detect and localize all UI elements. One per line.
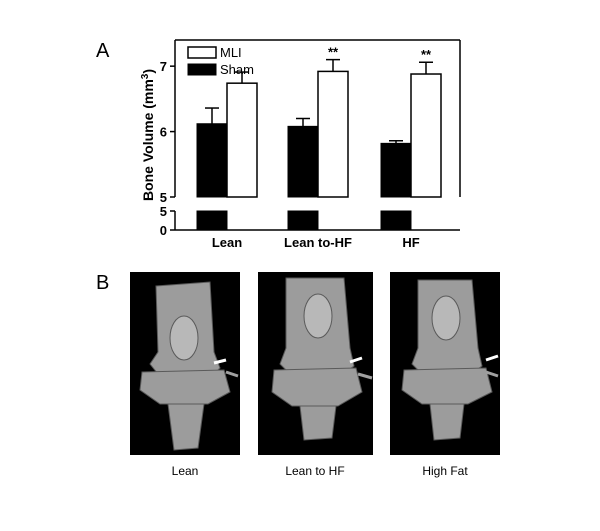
y-tick-label: 0: [160, 223, 167, 238]
knee-ct-scan-image: [139, 281, 239, 451]
significance-marker: **: [328, 45, 339, 60]
legend-label-sham: Sham: [220, 62, 254, 77]
x-tick-label: HF: [402, 235, 419, 250]
bar-mli-upper: [410, 73, 442, 198]
gray-arrow-icon: [357, 372, 373, 380]
white-arrow-icon: [213, 358, 227, 365]
panel-b-letter: B: [96, 272, 110, 294]
significance-marker: **: [421, 47, 432, 62]
bar-sham-lower: [287, 210, 319, 231]
x-tick-label: Lean to-HF: [284, 235, 352, 250]
bar-sham-upper: [380, 142, 412, 198]
bar-mli-upper: [317, 70, 349, 198]
knee-ct-scan-image: [401, 279, 499, 441]
legend-label-mli: MLI: [220, 45, 242, 60]
legend-swatch-mli: [187, 46, 217, 59]
bar-sham-upper: [196, 123, 228, 198]
y-tick-label: 6: [160, 125, 167, 140]
y-axis-label-superscript: 3: [140, 73, 151, 79]
ct-image-lean-to-hf: [258, 272, 373, 455]
gray-arrow-icon: [225, 370, 239, 378]
ct-image-high-fat: [390, 272, 500, 455]
y-tick-label: 7: [160, 59, 167, 74]
knee-ct-scan-image: [271, 277, 373, 441]
y-tick-label: 5: [160, 204, 167, 219]
x-tick-label: Lean: [212, 235, 242, 250]
white-arrow-icon: [485, 354, 499, 362]
ct-caption-high-fat: High Fat: [422, 464, 468, 478]
y-axis-label-text: Bone Volume (mm: [140, 79, 156, 201]
y-axis-label-close: ): [140, 69, 156, 74]
gray-arrow-icon: [485, 370, 499, 378]
panel-a-letter: A: [96, 40, 110, 62]
ct-caption-lean-to-hf: Lean to HF: [285, 464, 345, 478]
bar-sham-lower: [196, 210, 228, 231]
legend-swatch-sham: [187, 63, 217, 76]
white-arrow-icon: [349, 356, 363, 364]
ct-image-lean: [130, 272, 240, 455]
bar-sham-lower: [380, 210, 412, 231]
y-axis-label: Bone Volume (mm3): [140, 69, 157, 201]
bar-sham-upper: [287, 125, 319, 198]
ct-caption-lean: Lean: [171, 464, 199, 478]
y-tick-label: 5: [160, 190, 167, 205]
bar-mli-upper: [226, 82, 258, 198]
